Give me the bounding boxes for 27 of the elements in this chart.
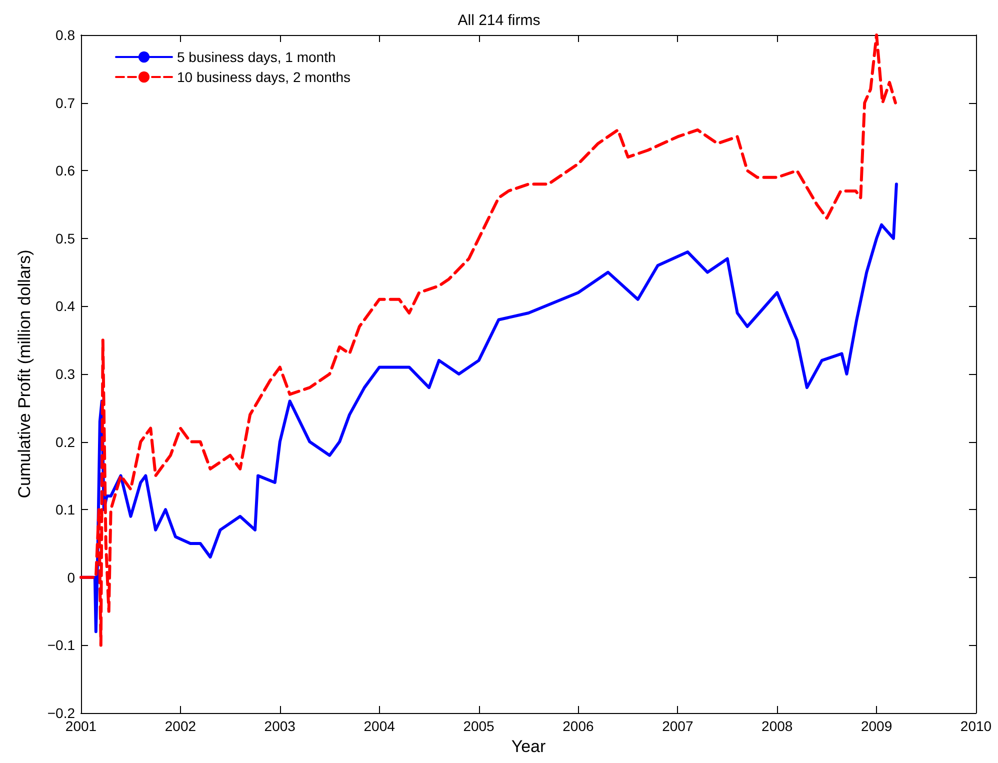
x-axis-title: Year [511, 736, 546, 756]
x-tick-label: 2003 [264, 718, 296, 734]
chart-title: All 214 firms [458, 12, 540, 29]
y-tick-label: 0.2 [56, 434, 76, 450]
x-tick-label: 2002 [164, 718, 196, 734]
y-tick-label: 0.8 [56, 27, 76, 43]
x-tick-label: 2010 [960, 718, 992, 734]
x-tick-label: 2004 [364, 718, 396, 734]
y-tick-label: −0.2 [47, 705, 76, 721]
x-tick-label: 2009 [860, 718, 892, 734]
y-tick-label: 0.3 [56, 366, 76, 382]
y-tick-label: 0.1 [56, 502, 76, 518]
x-tick-label: 2006 [562, 718, 594, 734]
legend-label: 5 business days, 1 month [177, 49, 336, 65]
y-tick-label: 0.5 [56, 230, 76, 246]
x-tick-label: 2005 [463, 718, 495, 734]
y-tick-label: 0.7 [56, 94, 76, 111]
y-axis-title: Cumulative Profit (million dollars) [15, 250, 34, 498]
y-tick-label: 0 [67, 569, 76, 586]
y-tick-label: 0.4 [56, 298, 76, 314]
y-tick-label: 0.6 [56, 162, 76, 179]
y-tick-label: −0.1 [47, 637, 76, 654]
legend-label: 10 business days, 2 months [177, 69, 351, 85]
line-series [80, 34, 897, 647]
x-tick-label: 2001 [65, 718, 97, 734]
x-tick-label: 2008 [762, 718, 793, 734]
x-tick-label: 2007 [662, 718, 694, 734]
